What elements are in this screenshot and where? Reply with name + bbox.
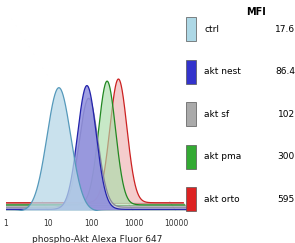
Polygon shape (3, 98, 186, 207)
Text: akt sf: akt sf (204, 110, 230, 119)
Polygon shape (0, 79, 183, 203)
Text: phospho-Akt Alexa Fluor 647: phospho-Akt Alexa Fluor 647 (32, 235, 163, 243)
Bar (186, 187, 196, 211)
Bar (186, 17, 196, 41)
Text: 17.6: 17.6 (275, 25, 295, 34)
Text: 595: 595 (278, 195, 295, 204)
Text: akt pma: akt pma (204, 152, 242, 161)
Text: 100: 100 (84, 219, 98, 228)
Text: akt nest: akt nest (204, 67, 241, 76)
Bar (186, 145, 196, 169)
Text: 102: 102 (278, 110, 295, 119)
Polygon shape (6, 88, 189, 211)
Text: 1: 1 (4, 219, 8, 228)
Text: 1000: 1000 (124, 219, 143, 228)
Polygon shape (4, 86, 187, 209)
Text: 10: 10 (44, 219, 53, 228)
Bar (186, 102, 196, 126)
Text: 86.4: 86.4 (275, 67, 295, 76)
Text: MFI: MFI (246, 7, 266, 17)
Text: ctrl: ctrl (204, 25, 219, 34)
Text: 10000: 10000 (164, 219, 188, 228)
Text: 300: 300 (278, 152, 295, 161)
Text: akt orto: akt orto (204, 195, 240, 204)
Bar (186, 60, 196, 84)
Polygon shape (2, 81, 185, 205)
